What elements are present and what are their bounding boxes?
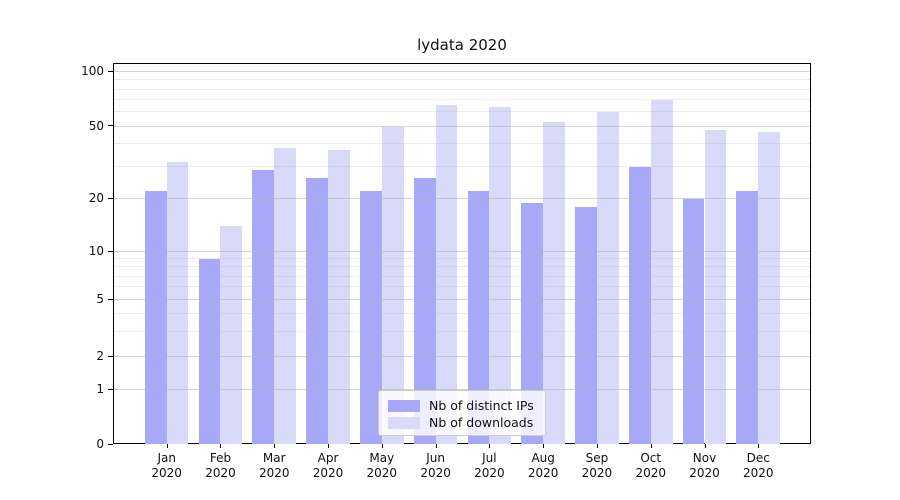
- y-tick-mark-20: [108, 197, 113, 199]
- bar-dec-downloads: [758, 131, 781, 444]
- y-tick-label-1: 1: [96, 382, 104, 396]
- x-tick-mark-jun: [435, 444, 437, 448]
- y-tick-mark-50: [108, 125, 113, 127]
- x-tick-label-sep: Sep 2020: [581, 451, 613, 480]
- bar-apr-distinct-ips: [306, 178, 329, 444]
- bar-mar-downloads: [274, 148, 297, 444]
- y-tick-mark-10: [108, 250, 113, 252]
- x-tick-mark-jul: [489, 444, 491, 448]
- plot-area: [113, 63, 811, 444]
- bar-aug-distinct-ips: [521, 202, 544, 444]
- x-tick-label-jul: Jul 2020: [474, 451, 505, 480]
- bar-oct-downloads: [650, 100, 673, 444]
- x-tick-mark-aug: [543, 444, 545, 448]
- x-tick-label-oct: Oct 2020: [635, 451, 666, 480]
- bar-jun-distinct-ips: [413, 178, 436, 444]
- x-tick-mark-mar: [274, 444, 276, 448]
- y-tick-label-0: 0: [96, 437, 104, 451]
- bar-oct-distinct-ips: [628, 167, 651, 444]
- bar-nov-downloads: [704, 129, 727, 444]
- bar-nov-distinct-ips: [682, 199, 705, 444]
- x-tick-label-dec: Dec 2020: [742, 451, 774, 480]
- bars-layer: [114, 64, 810, 444]
- legend-swatch-distinct-ips: [388, 399, 420, 412]
- y-tick-label-100: 100: [81, 64, 104, 78]
- legend-label: Nb of distinct IPs: [429, 398, 534, 413]
- bar-feb-downloads: [220, 226, 243, 444]
- legend-label: Nb of downloads: [429, 415, 534, 430]
- bar-mar-distinct-ips: [252, 169, 275, 444]
- y-tick-label-20: 20: [88, 191, 104, 205]
- legend: Nb of distinct IPs Nb of downloads: [378, 390, 546, 436]
- bar-jan-downloads: [166, 161, 189, 444]
- x-tick-mark-apr: [328, 444, 330, 448]
- x-tick-mark-feb: [220, 444, 222, 448]
- x-tick-mark-oct: [650, 444, 652, 448]
- x-tick-mark-nov: [704, 444, 706, 448]
- x-tick-label-aug: Aug 2020: [527, 451, 559, 480]
- y-tick-mark-1: [108, 388, 113, 390]
- bar-sep-distinct-ips: [575, 207, 597, 444]
- bar-dec-distinct-ips: [736, 191, 759, 444]
- x-tick-label-jan: Jan 2020: [151, 451, 182, 480]
- legend-swatch-downloads: [388, 416, 420, 429]
- x-tick-mark-may: [381, 444, 383, 448]
- y-tick-mark-100: [108, 70, 113, 72]
- chart-title: lydata 2020: [417, 36, 507, 54]
- y-tick-mark-0: [108, 443, 113, 445]
- y-tick-mark-2: [108, 355, 113, 357]
- legend-item-downloads: Nb of downloads: [388, 414, 537, 431]
- x-tick-label-apr: Apr 2020: [312, 451, 344, 480]
- legend-item-distinct-ips: Nb of distinct IPs: [388, 397, 537, 414]
- y-tick-mark-5: [108, 298, 113, 300]
- bar-apr-downloads: [328, 150, 350, 444]
- x-tick-label-nov: Nov 2020: [689, 451, 720, 480]
- x-tick-label-may: May 2020: [366, 451, 398, 480]
- bar-aug-downloads: [543, 122, 565, 444]
- y-tick-label-5: 5: [96, 292, 104, 306]
- x-tick-mark-dec: [758, 444, 760, 448]
- x-tick-label-jun: Jun 2020: [420, 451, 451, 480]
- bar-jul-distinct-ips: [467, 191, 490, 444]
- bar-feb-distinct-ips: [198, 259, 221, 444]
- x-tick-label-feb: Feb 2020: [205, 451, 236, 480]
- bar-jun-downloads: [435, 104, 458, 444]
- bar-may-downloads: [381, 126, 404, 444]
- y-tick-label-2: 2: [96, 349, 104, 363]
- bar-sep-downloads: [596, 112, 619, 444]
- bar-may-distinct-ips: [360, 191, 382, 444]
- x-tick-label-mar: Mar 2020: [258, 451, 290, 480]
- x-tick-mark-jan: [166, 444, 168, 448]
- bar-jul-downloads: [489, 107, 512, 444]
- y-tick-label-10: 10: [88, 244, 104, 258]
- y-tick-label-50: 50: [88, 118, 104, 133]
- bar-jan-distinct-ips: [144, 191, 167, 444]
- x-tick-mark-sep: [596, 444, 598, 448]
